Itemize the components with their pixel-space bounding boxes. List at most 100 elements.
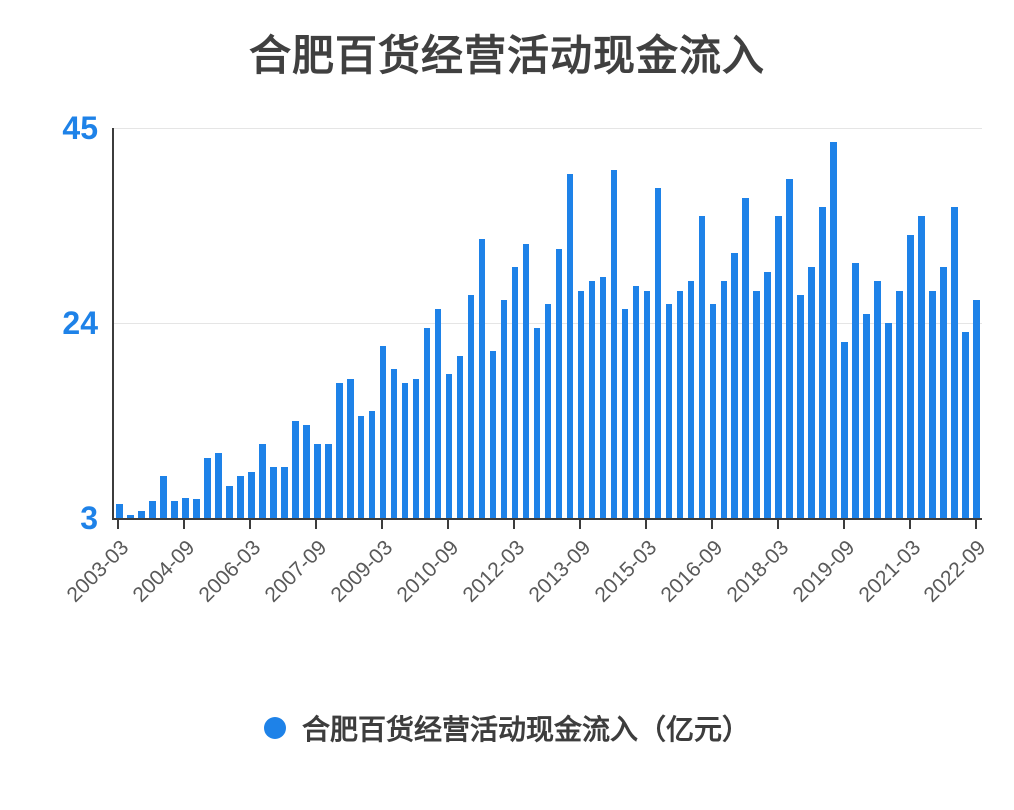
x-axis-tick [710,520,713,529]
bar[interactable] [742,197,750,518]
bar[interactable] [259,443,266,518]
bar[interactable] [291,420,299,518]
bar[interactable] [940,267,947,518]
x-axis-tick-label: 2010-09 [392,536,464,607]
bar[interactable] [423,327,431,518]
x-axis-tick [513,520,516,529]
bar[interactable] [193,499,200,518]
x-axis-tick-label: 2012-03 [458,536,530,607]
plot-area [112,128,982,520]
bar[interactable] [896,290,903,518]
bar[interactable] [797,295,804,518]
bar[interactable] [764,271,772,518]
bar[interactable] [885,323,892,518]
bar[interactable] [456,355,464,518]
bar[interactable] [687,281,695,518]
bar[interactable] [665,304,673,518]
bar[interactable] [676,290,684,518]
bar[interactable] [632,285,640,518]
bar[interactable] [302,425,310,518]
bar[interactable] [160,476,167,518]
bar[interactable] [281,466,288,518]
x-axis-tick [183,520,186,529]
bar[interactable] [643,290,651,518]
bar[interactable] [698,216,706,518]
bar[interactable] [445,374,453,518]
x-axis-tick-label: 2009-03 [326,536,398,607]
bar[interactable] [489,350,497,518]
bar[interactable] [500,299,508,518]
bar[interactable] [116,504,123,518]
bar[interactable] [973,299,980,518]
bar[interactable] [709,304,717,518]
bar[interactable] [182,497,189,518]
bar[interactable] [907,234,914,518]
x-axis-tick-label: 2021-03 [854,536,925,607]
bar[interactable] [127,515,134,518]
bar[interactable] [555,248,563,518]
x-axis-tick [381,520,384,529]
bar[interactable] [149,501,156,518]
bar[interactable] [215,453,222,518]
bar[interactable] [731,253,739,518]
bar[interactable] [786,179,793,518]
bar[interactable] [522,244,530,518]
bar[interactable] [401,383,409,518]
bar[interactable] [478,239,486,518]
bar[interactable] [533,327,541,518]
bar[interactable] [654,188,662,518]
bar[interactable] [171,501,178,518]
bar[interactable] [544,304,552,518]
bar[interactable] [775,216,783,518]
bar[interactable] [434,309,442,518]
bar[interactable] [248,471,255,518]
bar[interactable] [226,485,233,518]
bar[interactable] [368,411,376,518]
bar[interactable] [874,281,881,518]
bar[interactable] [324,443,332,518]
x-axis-tick [578,520,581,529]
legend-item[interactable]: 合肥百货经营活动现金流入（亿元） [0,708,1014,748]
bar[interactable] [918,216,925,518]
bar[interactable] [577,290,585,518]
bar[interactable] [270,466,277,518]
x-axis-tick-label: 2015-03 [590,536,662,607]
bar[interactable] [467,295,475,518]
bar[interactable] [313,443,321,518]
x-axis-tick-label: 2007-09 [260,536,332,607]
bar[interactable] [621,309,629,518]
bar[interactable] [566,174,574,518]
bar[interactable] [237,476,244,518]
bar[interactable] [852,262,859,518]
x-axis-tick [447,520,450,529]
bar[interactable] [962,332,969,518]
bar[interactable] [357,415,365,518]
bar[interactable] [379,346,387,518]
bar[interactable] [951,206,958,518]
bar[interactable] [929,290,936,518]
bar[interactable] [390,369,398,518]
x-axis-tick-label: 2013-09 [524,536,596,607]
bar[interactable] [830,141,837,518]
x-axis-tick [644,520,647,529]
bar[interactable] [335,383,343,518]
bar[interactable] [610,169,618,518]
bar[interactable] [819,206,826,518]
bar[interactable] [511,267,519,518]
legend-label: 合肥百货经营活动现金流入（亿元） [301,714,750,745]
bar[interactable] [753,290,761,518]
bar[interactable] [588,281,596,518]
bar[interactable] [808,267,815,518]
bar[interactable] [204,457,211,518]
bar[interactable] [346,378,354,518]
bar[interactable] [599,276,607,518]
x-axis-tick [974,520,977,529]
bar[interactable] [863,313,870,518]
x-axis-tick [117,520,120,529]
bar[interactable] [138,510,145,518]
x-axis-tick-label: 2003-03 [62,536,134,607]
bar[interactable] [720,281,728,518]
bar[interactable] [412,378,420,518]
bar[interactable] [841,341,848,518]
